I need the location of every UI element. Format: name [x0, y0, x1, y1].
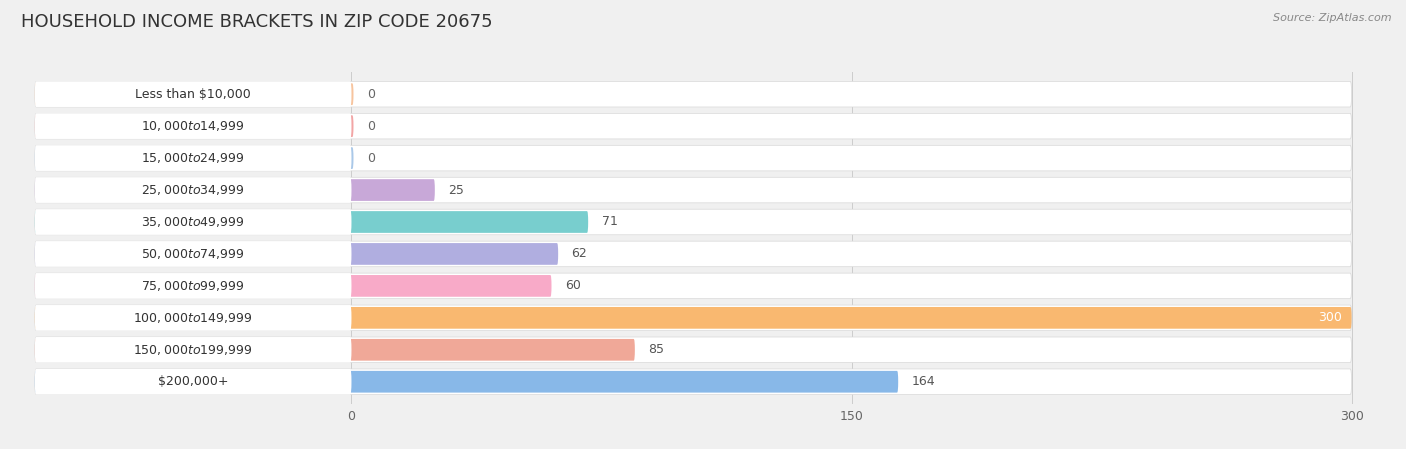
Text: $100,000 to $149,999: $100,000 to $149,999: [134, 311, 253, 325]
FancyBboxPatch shape: [35, 209, 1351, 235]
Text: 62: 62: [571, 247, 588, 260]
FancyBboxPatch shape: [35, 179, 434, 201]
Text: $35,000 to $49,999: $35,000 to $49,999: [142, 215, 245, 229]
Text: 25: 25: [449, 184, 464, 197]
FancyBboxPatch shape: [35, 145, 352, 171]
FancyBboxPatch shape: [35, 177, 1351, 203]
Text: 85: 85: [648, 343, 664, 357]
FancyBboxPatch shape: [35, 211, 588, 233]
Text: $150,000 to $199,999: $150,000 to $199,999: [134, 343, 253, 357]
Text: 60: 60: [565, 279, 581, 292]
Text: $200,000+: $200,000+: [157, 375, 228, 388]
Text: 0: 0: [367, 88, 375, 101]
FancyBboxPatch shape: [35, 81, 1351, 107]
FancyBboxPatch shape: [35, 241, 1351, 267]
Text: 164: 164: [911, 375, 935, 388]
Text: Less than $10,000: Less than $10,000: [135, 88, 252, 101]
Text: $25,000 to $34,999: $25,000 to $34,999: [142, 183, 245, 197]
FancyBboxPatch shape: [35, 145, 1351, 171]
FancyBboxPatch shape: [35, 369, 352, 395]
Text: 0: 0: [367, 119, 375, 132]
FancyBboxPatch shape: [35, 177, 352, 203]
FancyBboxPatch shape: [35, 371, 898, 392]
Text: 71: 71: [602, 216, 617, 229]
Text: Source: ZipAtlas.com: Source: ZipAtlas.com: [1274, 13, 1392, 23]
Text: 300: 300: [1317, 311, 1341, 324]
FancyBboxPatch shape: [35, 273, 1351, 299]
Text: $15,000 to $24,999: $15,000 to $24,999: [142, 151, 245, 165]
FancyBboxPatch shape: [35, 275, 551, 297]
Text: $75,000 to $99,999: $75,000 to $99,999: [142, 279, 245, 293]
FancyBboxPatch shape: [35, 84, 353, 105]
FancyBboxPatch shape: [35, 337, 1351, 363]
FancyBboxPatch shape: [35, 305, 1351, 330]
FancyBboxPatch shape: [35, 113, 352, 139]
FancyBboxPatch shape: [35, 339, 636, 361]
FancyBboxPatch shape: [35, 273, 352, 299]
Text: HOUSEHOLD INCOME BRACKETS IN ZIP CODE 20675: HOUSEHOLD INCOME BRACKETS IN ZIP CODE 20…: [21, 13, 492, 31]
Text: $50,000 to $74,999: $50,000 to $74,999: [142, 247, 245, 261]
FancyBboxPatch shape: [35, 115, 353, 137]
FancyBboxPatch shape: [35, 113, 1351, 139]
FancyBboxPatch shape: [35, 209, 352, 235]
FancyBboxPatch shape: [35, 243, 558, 265]
FancyBboxPatch shape: [35, 337, 352, 363]
FancyBboxPatch shape: [35, 305, 352, 330]
Text: 0: 0: [367, 152, 375, 165]
FancyBboxPatch shape: [35, 369, 1351, 395]
Text: $10,000 to $14,999: $10,000 to $14,999: [142, 119, 245, 133]
FancyBboxPatch shape: [35, 81, 352, 107]
FancyBboxPatch shape: [35, 307, 1351, 329]
FancyBboxPatch shape: [35, 147, 353, 169]
FancyBboxPatch shape: [35, 241, 352, 267]
